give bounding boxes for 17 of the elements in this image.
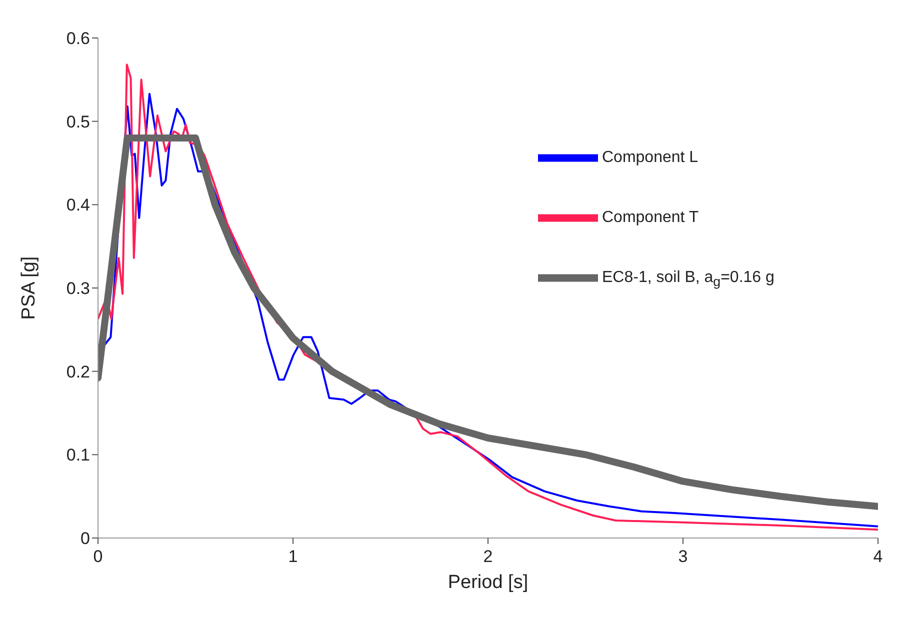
y-tick-label: 0.5	[66, 112, 90, 132]
y-tick-label: 0.2	[66, 362, 90, 382]
y-tick-label: 0.3	[66, 279, 90, 298]
y-axis-title: PSA [g]	[18, 256, 40, 320]
x-axis-title: Period [s]	[448, 572, 528, 593]
y-tick-label: 0.1	[66, 446, 90, 465]
x-tick-label: 3	[678, 547, 688, 566]
legend-label: EC8-1, soil B, a$_{g}$=0.16 g	[602, 269, 774, 290]
y-tick-label: 0.4	[66, 196, 90, 215]
x-tick-label: 4	[873, 547, 883, 566]
x-tick-label: 2	[483, 547, 493, 566]
y-tick-label: 0	[80, 529, 90, 548]
legend-label: Component T	[602, 209, 699, 226]
y-tick-label: 0.6	[66, 29, 90, 48]
x-tick-label: 0	[93, 547, 103, 566]
legend-label: Component L	[602, 149, 698, 166]
x-tick-label: 1	[288, 547, 298, 566]
